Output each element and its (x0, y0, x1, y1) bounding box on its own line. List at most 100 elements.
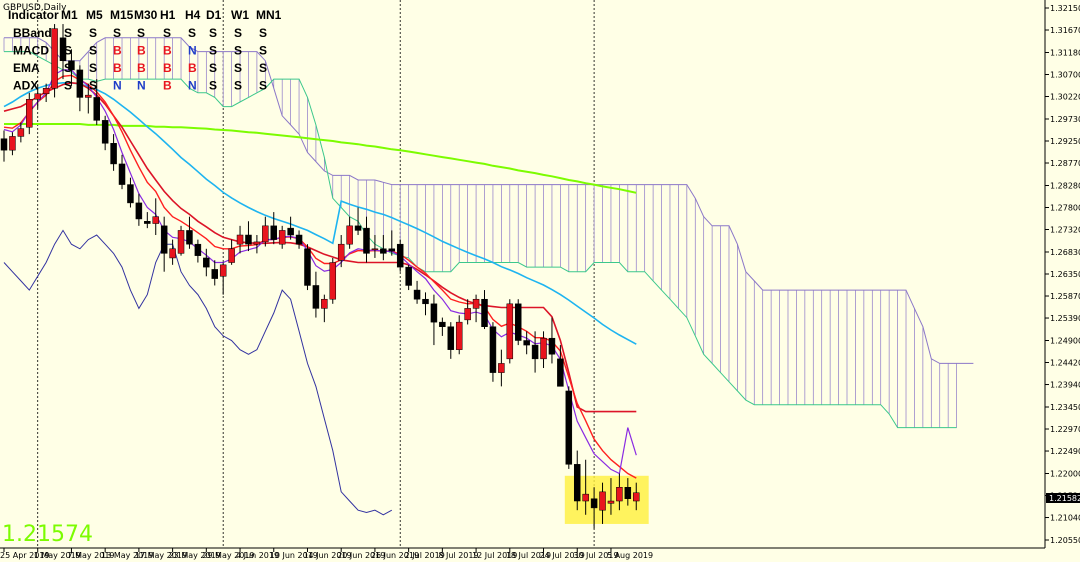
y-tick-label: 1.25390 (1050, 314, 1080, 323)
candle-body (405, 266, 412, 286)
table-header: Indicator (8, 8, 59, 22)
x-tick-label: 4 Jun 2019 (236, 551, 279, 560)
table-cell: B (113, 61, 122, 75)
y-tick-label: 1.21040 (1050, 514, 1080, 523)
candle-body (514, 303, 522, 341)
candle-body (85, 94, 92, 98)
candle-body (278, 230, 286, 245)
y-tick-label: 1.27800 (1050, 204, 1080, 213)
y-tick-label: 1.28770 (1050, 159, 1080, 168)
table-cell: S (64, 61, 72, 75)
table-cell: B (163, 79, 172, 93)
candle-body (380, 248, 387, 254)
table-header: D1 (206, 8, 222, 22)
big-price-readout: 1.21574 (2, 522, 93, 547)
table-header: M5 (86, 8, 103, 22)
table-cell: S (209, 26, 217, 40)
symbol-label: GBPUSD,Daily (3, 3, 67, 13)
candle-body (51, 28, 58, 89)
candle-body (211, 269, 218, 279)
candle-body (624, 487, 632, 499)
x-tick-label: 12 Jul 2019 (472, 551, 517, 560)
table-cell: B (113, 44, 122, 58)
series-line-ma-red (3, 74, 637, 479)
candles (0, 24, 640, 529)
candle-body (430, 303, 438, 323)
table-cell: S (64, 79, 72, 93)
x-tick-label: 5 Aug 2019 (607, 551, 653, 560)
table-cell: B (163, 61, 172, 75)
table-cell: S (234, 79, 242, 93)
y-tick-label: 1.31180 (1050, 48, 1080, 57)
candle-body (186, 230, 193, 245)
y-tick-label: 1.22000 (1050, 470, 1080, 479)
candle-body (203, 257, 210, 268)
candle-body (68, 60, 75, 71)
candle-body (557, 358, 564, 387)
candle-body (354, 225, 362, 231)
table-cell: S (64, 44, 72, 58)
table-row-label: MACD (13, 44, 49, 58)
candle-body (177, 230, 185, 254)
y-tick-label: 1.30700 (1050, 71, 1080, 80)
x-tick-label: 26 Jun 2019 (371, 551, 419, 560)
candle-body (144, 221, 151, 224)
candle-body (447, 326, 455, 350)
candle-body (76, 69, 84, 98)
candle-body (110, 143, 117, 165)
x-tick-label: 20 Jun 2019 (337, 551, 385, 560)
candle-body (439, 321, 446, 327)
candle-body (93, 97, 100, 121)
table-header: H1 (160, 8, 176, 22)
candle-body (219, 264, 227, 277)
candle-body (363, 227, 370, 254)
price-axis: 1.32150 1.31670 1.31180 1.30700 1.30220 1.297… (1044, 0, 1080, 548)
series-line-ma-blue (3, 82, 637, 345)
y-tick-label: 1.29730 (1050, 115, 1080, 124)
table-cell: S (113, 26, 121, 40)
y-tick-label: 1.30220 (1050, 93, 1080, 102)
table-cell: S (188, 26, 196, 40)
candle-body (388, 248, 396, 252)
table-cell: N (188, 79, 197, 93)
candle-body (152, 216, 159, 224)
y-tick-label: 1.31670 (1050, 26, 1080, 35)
y-tick-label: 1.20550 (1050, 536, 1080, 545)
table-cell: B (188, 61, 197, 75)
table-cell: S (89, 44, 97, 58)
candle-body (582, 493, 589, 502)
y-tick-label: 1.27320 (1050, 226, 1080, 235)
table-cell: S (234, 26, 242, 40)
candle-body (548, 337, 556, 355)
candle-body (169, 248, 176, 259)
y-tick-label: 1.26830 (1050, 248, 1080, 257)
table-header: H4 (185, 8, 201, 22)
candle-body (295, 234, 303, 245)
table-row-label: ADX (13, 79, 38, 93)
table-cell: S (89, 79, 97, 93)
table-cell: S (209, 44, 217, 58)
y-tick-label: 1.23450 (1050, 403, 1080, 412)
candle-body (337, 243, 345, 261)
series-line-ma-purple (3, 69, 637, 475)
table-cell: S (137, 26, 145, 40)
candle-body (135, 202, 143, 220)
y-tick-label: 1.32150 (1050, 4, 1080, 13)
table-cell: S (259, 26, 267, 40)
candle-body (329, 262, 337, 300)
table-cell: N (113, 79, 122, 93)
candle-body (540, 337, 547, 360)
candle-body (160, 225, 168, 254)
candle-body (616, 487, 623, 502)
candle-body (422, 298, 429, 305)
candle-body (371, 248, 379, 251)
series-line-chikou (3, 229, 393, 516)
x-tick-label: 7 May 2019 (67, 551, 114, 560)
table-cell: S (163, 26, 171, 40)
table-cell: N (188, 44, 197, 58)
x-tick-label: 14 Jun 2019 (303, 551, 351, 560)
candle-body (228, 248, 235, 263)
series-line-ma-green (4, 123, 637, 194)
